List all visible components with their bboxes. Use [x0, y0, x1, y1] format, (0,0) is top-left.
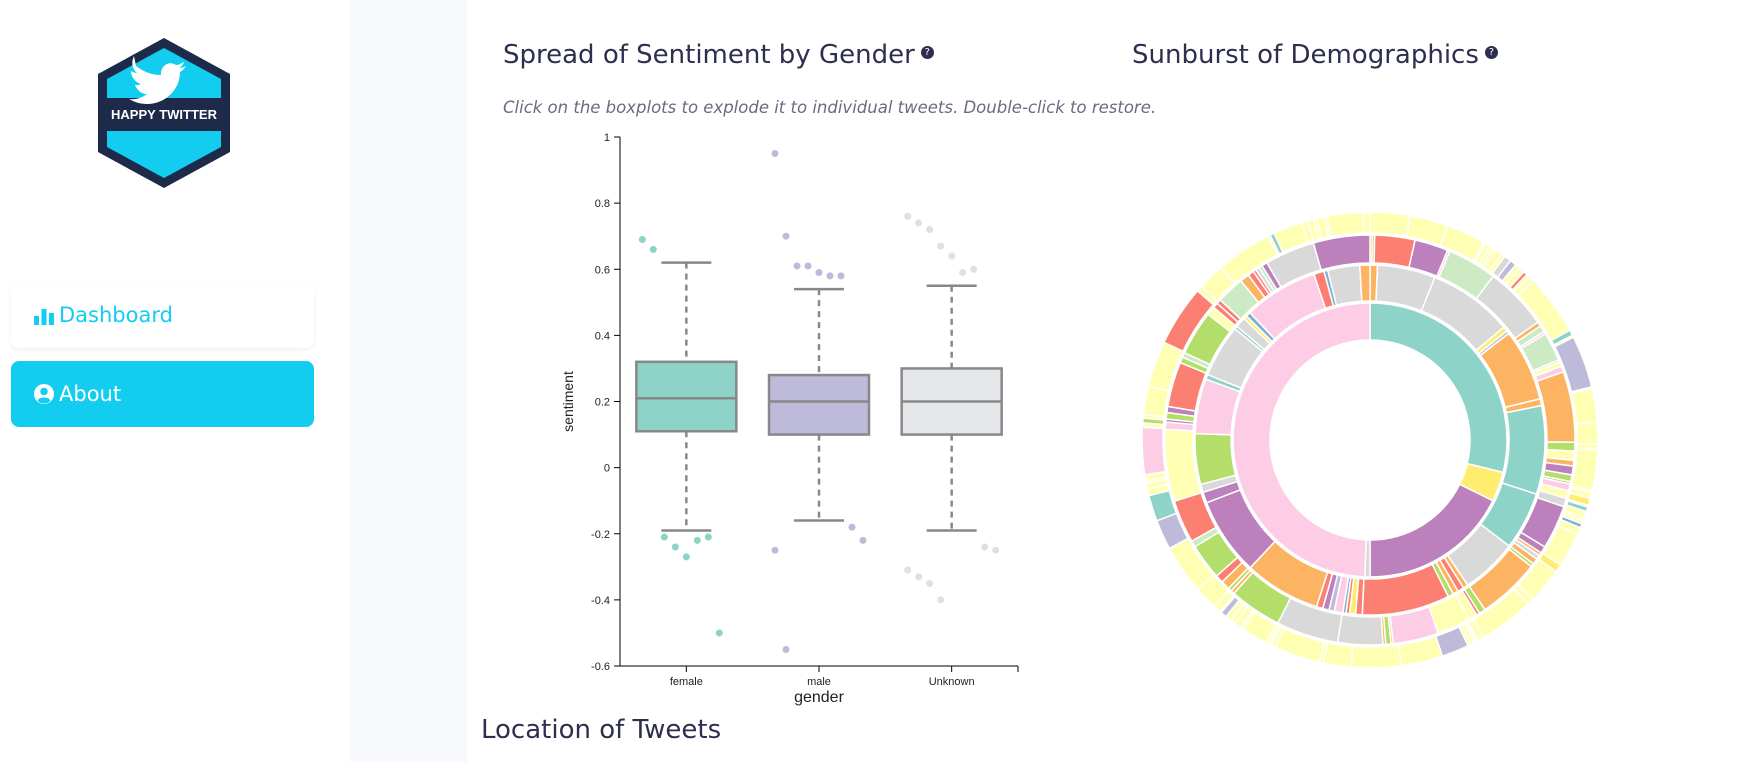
outlier-point: [848, 523, 856, 531]
outlier-point: [804, 262, 812, 270]
x-tick-label: female: [670, 676, 703, 688]
y-tick-label: 0.6: [595, 264, 610, 276]
ring-2-segment: [1501, 404, 1546, 496]
outlier-point: [704, 533, 712, 541]
outlier-point: [793, 262, 801, 270]
location-title: Location of Tweets: [481, 715, 722, 745]
outlier-point: [937, 596, 945, 604]
content-gutter: [350, 0, 467, 762]
sentiment-boxplot[interactable]: 1 0.8 0.6 0.4 0.2 0 -0.2 -0.4 -0.6 female male Unkn…: [548, 125, 1038, 715]
boxplot-hint: Click on the boxplots to explode it to i…: [503, 98, 1157, 117]
ring-2-segment: [1194, 432, 1237, 486]
ring-4-segment: [1141, 426, 1167, 476]
outlier-point: [915, 219, 923, 227]
outlier-point: [859, 536, 867, 544]
sunburst-title: Sunburst of Demographics?: [1132, 40, 1498, 70]
help-icon[interactable]: ?: [920, 46, 934, 59]
happy-twitter-logo[interactable]: HAPPY TWITTER: [94, 36, 234, 190]
bird-icon: [129, 56, 186, 104]
outlier-point: [715, 629, 723, 637]
outlier-point: [782, 232, 790, 240]
logo-text: HAPPY TWITTER: [111, 107, 218, 122]
ring-4-segment: [1570, 387, 1599, 425]
ring-4-segment: [1570, 448, 1599, 492]
outlier-point: [959, 269, 967, 277]
outlier-point: [837, 272, 845, 280]
outlier-point: [649, 245, 657, 253]
gender-ring-segment: [1232, 302, 1371, 578]
sidebar: HAPPY TWITTER Dashboard About: [0, 0, 350, 762]
box-unknown: [900, 212, 1003, 604]
outlier-point: [992, 546, 1000, 554]
x-tick-label: male: [807, 676, 831, 688]
y-tick-label: 1: [604, 132, 610, 144]
outlier-point: [771, 546, 779, 554]
x-tick-label: Unknown: [929, 676, 975, 688]
boxplot-title: Spread of Sentiment by Gender?: [503, 40, 934, 70]
iqr-box: [635, 360, 738, 433]
y-tick-label: -0.6: [591, 661, 610, 673]
outlier-point: [638, 235, 646, 243]
nav-about[interactable]: About: [11, 361, 314, 427]
outlier-point: [926, 226, 934, 234]
outlier-point: [937, 242, 945, 250]
help-icon[interactable]: ?: [1484, 46, 1498, 59]
bar-chart-icon: [34, 309, 54, 325]
nav-about-label: About: [59, 382, 122, 406]
y-tick-label: 0.8: [595, 198, 610, 210]
ring-4-segment: [1575, 421, 1599, 446]
box-female: [635, 235, 738, 637]
y-tick-label: -0.4: [591, 595, 610, 607]
nav-dashboard-label: Dashboard: [59, 303, 173, 327]
ring-4-segment: [1350, 644, 1403, 669]
outlier-point: [815, 269, 823, 277]
ring-3-segment: [1312, 234, 1371, 271]
y-tick-label: 0: [604, 463, 610, 475]
y-tick-label: 0.4: [595, 330, 610, 342]
outlier-point: [904, 566, 912, 574]
outlier-point: [826, 272, 834, 280]
outlier-point: [981, 543, 989, 551]
box-male: [767, 150, 871, 653]
ring-3-segment: [1336, 613, 1384, 646]
outlier-point: [948, 252, 956, 260]
y-tick-label: -0.2: [591, 529, 610, 541]
ring-4-segment: [1322, 641, 1354, 669]
ring-2-segment: [1358, 264, 1371, 303]
ring-4-segment: [1326, 211, 1365, 238]
nav-dashboard[interactable]: Dashboard: [11, 282, 314, 348]
outlier-point: [682, 553, 690, 561]
outlier-point: [782, 645, 790, 653]
iqr-box: [767, 373, 871, 436]
demographics-sunburst[interactable]: [1130, 200, 1610, 680]
y-tick-label: 0.2: [595, 397, 610, 409]
outlier-point: [915, 573, 923, 581]
x-axis-label: gender: [794, 689, 844, 706]
outlier-point: [970, 265, 978, 273]
outlier-point: [926, 579, 934, 587]
outlier-point: [771, 150, 779, 158]
outlier-point: [904, 212, 912, 220]
outlier-point: [660, 533, 668, 541]
ring-4-segment: [1362, 211, 1371, 234]
outlier-point: [693, 536, 701, 544]
user-circle-icon: [34, 384, 54, 404]
y-axis-label: sentiment: [560, 371, 576, 432]
ring-3-segment: [1373, 234, 1417, 269]
outlier-point: [671, 543, 679, 551]
ring-4-segment: [1369, 211, 1412, 238]
